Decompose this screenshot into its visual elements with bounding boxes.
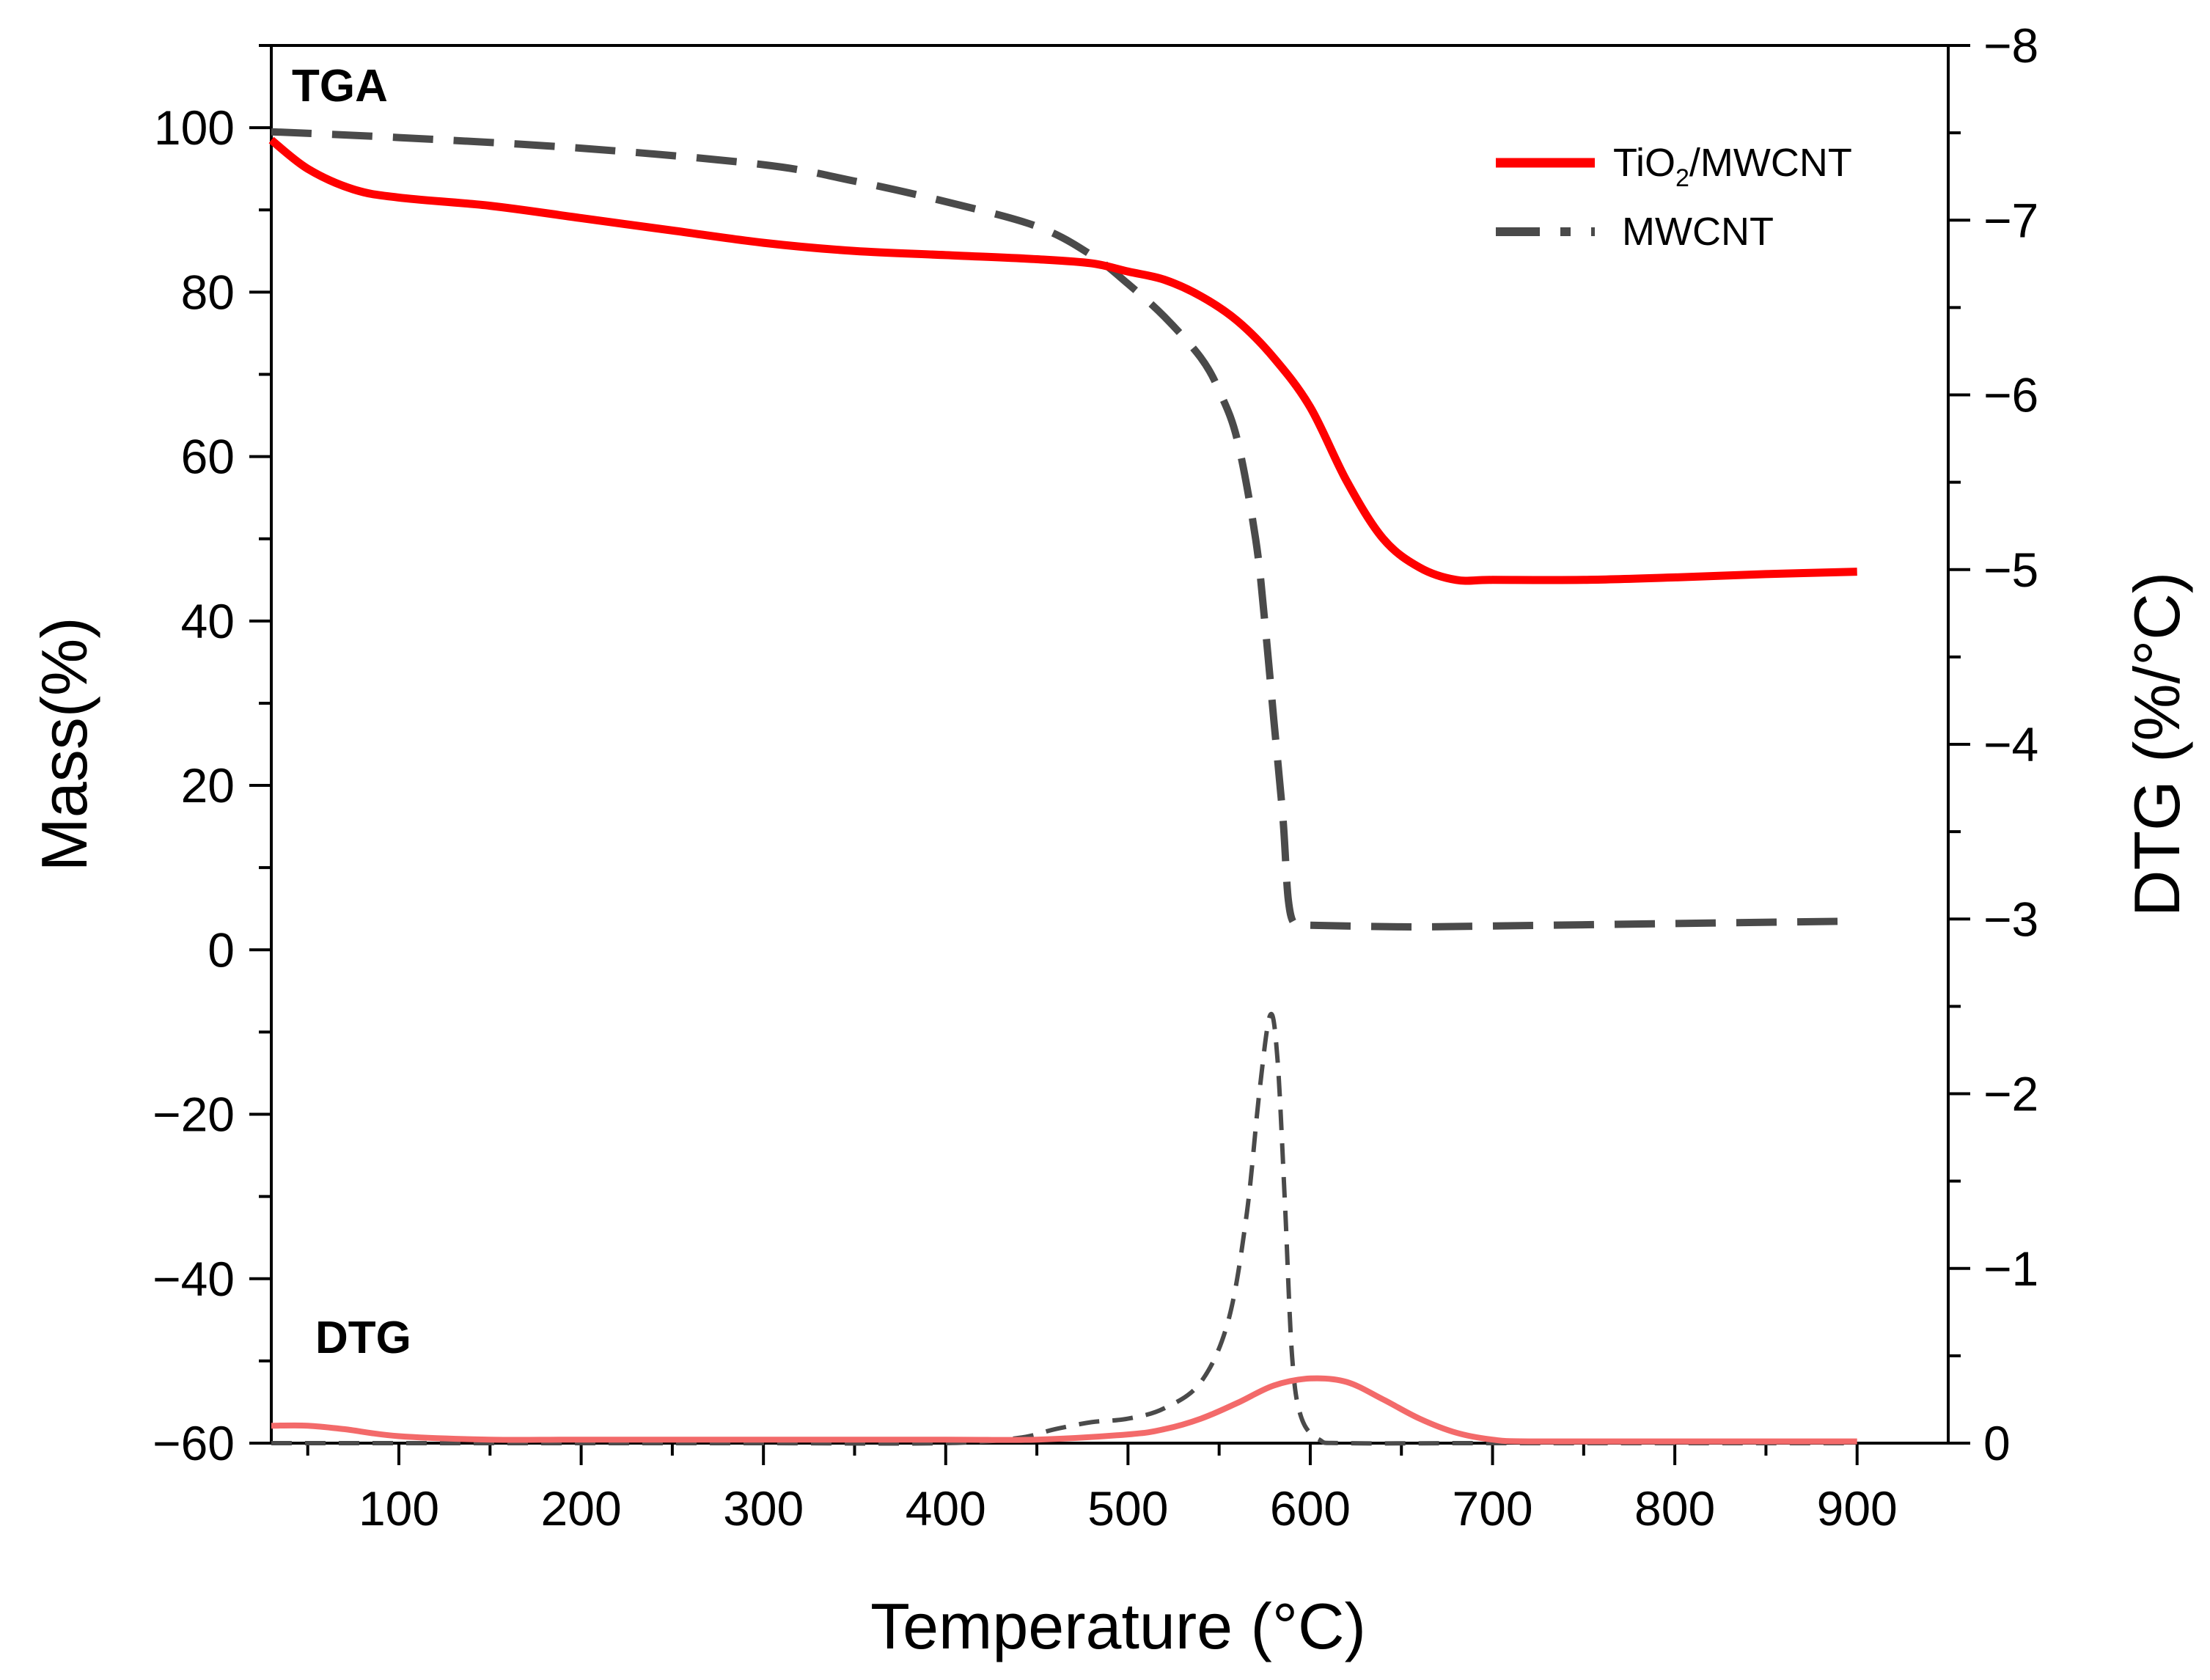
left-y-axis-title: Mass(%) xyxy=(28,617,100,871)
left-y-tick-label: 60 xyxy=(181,430,235,484)
left-y-tick-label: 100 xyxy=(154,100,235,155)
left-y-tick-label: 80 xyxy=(181,265,235,319)
series-line-mwcnt-tga xyxy=(271,128,1857,931)
right-y-tick-label: 0 xyxy=(1983,1416,2011,1470)
left-y-tick-label: −40 xyxy=(153,1252,235,1306)
x-axis-title: Temperature (°C) xyxy=(870,1590,1366,1662)
x-tick-label: 600 xyxy=(1270,1481,1351,1536)
dtg-panel-label: DTG xyxy=(315,1313,411,1363)
left-y-tick-label: 0 xyxy=(208,922,235,977)
x-tick-label: 200 xyxy=(541,1481,622,1536)
series-line-tio2-mwcnt-tga xyxy=(268,136,1857,585)
x-tick-label: 700 xyxy=(1452,1481,1532,1536)
legend: TiO2/MWCNT MWCNT xyxy=(1496,141,1852,254)
tga-panel-label: TGA xyxy=(292,61,388,111)
plot-frame xyxy=(270,44,1950,1445)
legend-label-mwcnt: MWCNT xyxy=(1622,210,1774,254)
series-group xyxy=(268,128,1857,1446)
right-y-tick-label: −7 xyxy=(1983,193,2038,247)
left-y-tick-label: 20 xyxy=(181,758,235,813)
legend-label-tio2-base: TiO xyxy=(1613,141,1675,185)
left-y-tick-label: 40 xyxy=(181,594,235,648)
x-tick-label: 300 xyxy=(723,1481,804,1536)
x-tick-label: 800 xyxy=(1634,1481,1715,1536)
right-y-tick-label: −1 xyxy=(1983,1241,2038,1296)
x-axis-ticks: 100 200 300 400 500 600 700 800 900 xyxy=(306,1443,1898,1536)
x-tick-label: 500 xyxy=(1087,1481,1168,1536)
right-y-tick-label: −4 xyxy=(1983,717,2038,771)
left-y-axis-ticks: −60 −40 −20 0 20 40 60 80 100 xyxy=(153,44,271,1470)
right-y-axis-ticks: 0 −1 −2 −3 −4 −5 −6 −7 −8 xyxy=(1948,18,2038,1470)
right-y-tick-label: −8 xyxy=(1983,18,2038,73)
x-tick-label: 100 xyxy=(359,1481,439,1536)
legend-label-tio2-subscript: 2 xyxy=(1675,164,1689,192)
right-y-tick-label: −5 xyxy=(1983,543,2038,597)
left-y-tick-label: −60 xyxy=(153,1416,235,1470)
legend-label-tio2-rest: /MWCNT xyxy=(1689,141,1852,185)
right-y-axis-title: DTG (%/°C) xyxy=(2121,572,2193,917)
x-tick-label: 900 xyxy=(1817,1481,1898,1536)
series-line-tio2-mwcnt-dtg xyxy=(271,1375,1857,1445)
series-line-mwcnt-dtg xyxy=(271,1011,1857,1446)
legend-label-tio2-mwcnt: TiO2/MWCNT xyxy=(1613,141,1852,192)
x-tick-label: 400 xyxy=(906,1481,986,1536)
right-y-tick-label: −3 xyxy=(1983,892,2038,946)
right-y-tick-label: −6 xyxy=(1983,368,2038,422)
right-y-tick-label: −2 xyxy=(1983,1067,2038,1121)
left-y-tick-label: −20 xyxy=(153,1087,235,1142)
